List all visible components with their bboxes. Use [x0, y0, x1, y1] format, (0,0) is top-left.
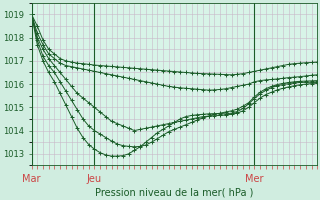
X-axis label: Pression niveau de la mer( hPa ): Pression niveau de la mer( hPa )	[95, 187, 253, 197]
